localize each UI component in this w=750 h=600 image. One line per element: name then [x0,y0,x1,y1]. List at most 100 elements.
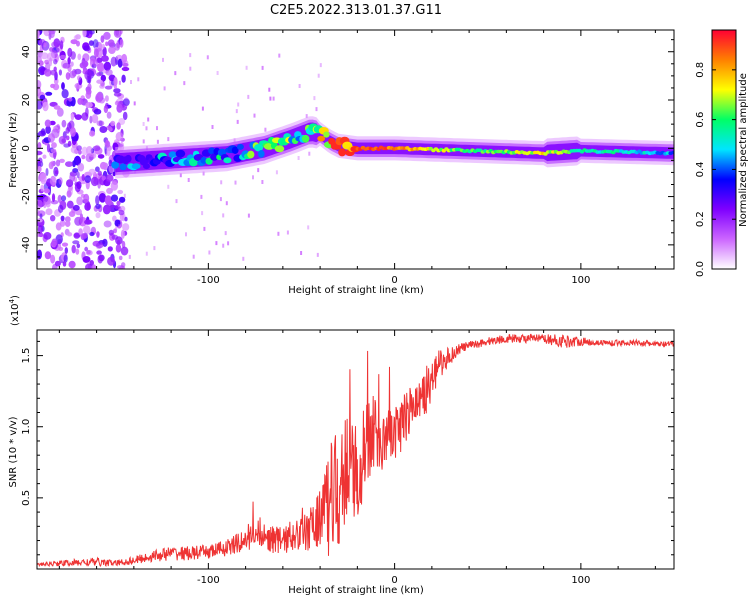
sparse-speck [317,73,320,78]
sparse-speck [167,137,170,142]
noise-blob [59,158,65,163]
ridge-cell [119,163,127,171]
ridge-cell [111,161,120,169]
noise-blob [37,150,43,156]
sparse-speck [300,251,303,255]
ridge-cell [143,163,150,170]
snr-series-line [37,333,674,568]
sparse-speck [247,213,250,218]
noise-blob [58,246,64,251]
noise-blob [64,247,69,254]
noise-blob [97,254,103,264]
noise-blob [77,162,85,172]
colorbar-ticks: 0.0 0.2 0.4 0.6 0.8 [695,62,736,277]
noise-blob [66,200,74,209]
noise-blob [104,195,112,206]
noise-blob [70,126,76,137]
noise-blob [37,142,42,150]
x-tick-label: 0 [391,575,397,586]
y-tick-label: 0 [21,145,32,151]
noise-blob [91,114,99,124]
noise-blob [93,48,99,58]
noise-blob [63,254,68,263]
noise-blob [120,229,125,239]
noise-blob [115,131,124,142]
snr-y-multiplier: (x104) [8,295,21,326]
noise-blob [51,142,57,149]
noise-blob [103,61,112,71]
noise-blob [118,255,123,261]
noise-blob [43,232,52,240]
noise-blob [77,53,82,61]
noise-blob [40,52,49,60]
noise-blob [104,95,109,102]
noise-blob [98,193,107,203]
noise-blob [43,42,47,48]
noise-blob [46,52,55,62]
noise-blob [122,98,130,106]
noise-blob [95,92,103,103]
figure-title: C2E5.2022.313.01.37.G11 [270,3,442,18]
noise-blob [116,200,121,206]
noise-blob [49,47,54,52]
noise-blob [68,260,76,269]
noise-blob [49,120,56,126]
noise-blob [121,66,130,72]
noise-blob [103,220,112,228]
noise-blob [81,174,86,181]
noise-blob [51,238,58,247]
noise-blob [40,184,45,192]
noise-blob [37,225,44,234]
ridge-cell [323,131,330,138]
noise-blob [48,57,53,67]
noise-blob [58,135,67,145]
sparse-speck [142,122,145,126]
y-tick-label: 40 [21,45,32,58]
noise-blob [110,56,117,67]
noise-blob [67,47,73,58]
sparse-speck [316,252,319,257]
ridge-cell [200,156,208,164]
colorbar-bar [711,29,737,270]
noise-blob [110,194,119,202]
noise-blob [122,111,128,121]
noise-blob [40,128,46,136]
sparse-speck [163,86,166,91]
sparse-speck [237,102,240,107]
sparse-speck [189,53,192,58]
sparse-speck [234,180,237,185]
noise-blob [44,119,52,128]
sparse-speck [227,241,230,246]
sparse-speck [192,254,195,259]
ridge-cell [274,145,285,153]
noise-blob [118,209,125,216]
noise-blob [71,244,76,254]
noise-blob [45,91,53,96]
sparse-speck [269,96,272,101]
noise-blob [86,250,91,255]
noise-blob [104,85,113,90]
noise-blob [99,126,108,133]
noise-blob [77,75,81,81]
sparse-speck [242,256,245,261]
sparse-speck [220,180,223,185]
sparse-speck [153,246,156,251]
sparse-speck [156,139,159,144]
noise-blob [66,190,72,198]
noise-blob [96,72,102,77]
y-tick-label: -40 [21,237,32,253]
noise-blob [46,143,51,153]
noise-blob [45,168,49,176]
sparse-speck [137,77,140,82]
noise-blob [106,187,113,194]
sparse-speck [175,199,178,204]
noise-blob [121,53,128,64]
noise-blob [116,122,121,130]
sparse-speck [298,84,301,88]
noise-blob [107,39,115,47]
sparse-speck [257,168,260,173]
sparse-speck [128,254,131,259]
colorbar-tick-label: 0.8 [695,62,706,78]
noise-blob [96,231,100,238]
noise-blob [61,195,67,202]
